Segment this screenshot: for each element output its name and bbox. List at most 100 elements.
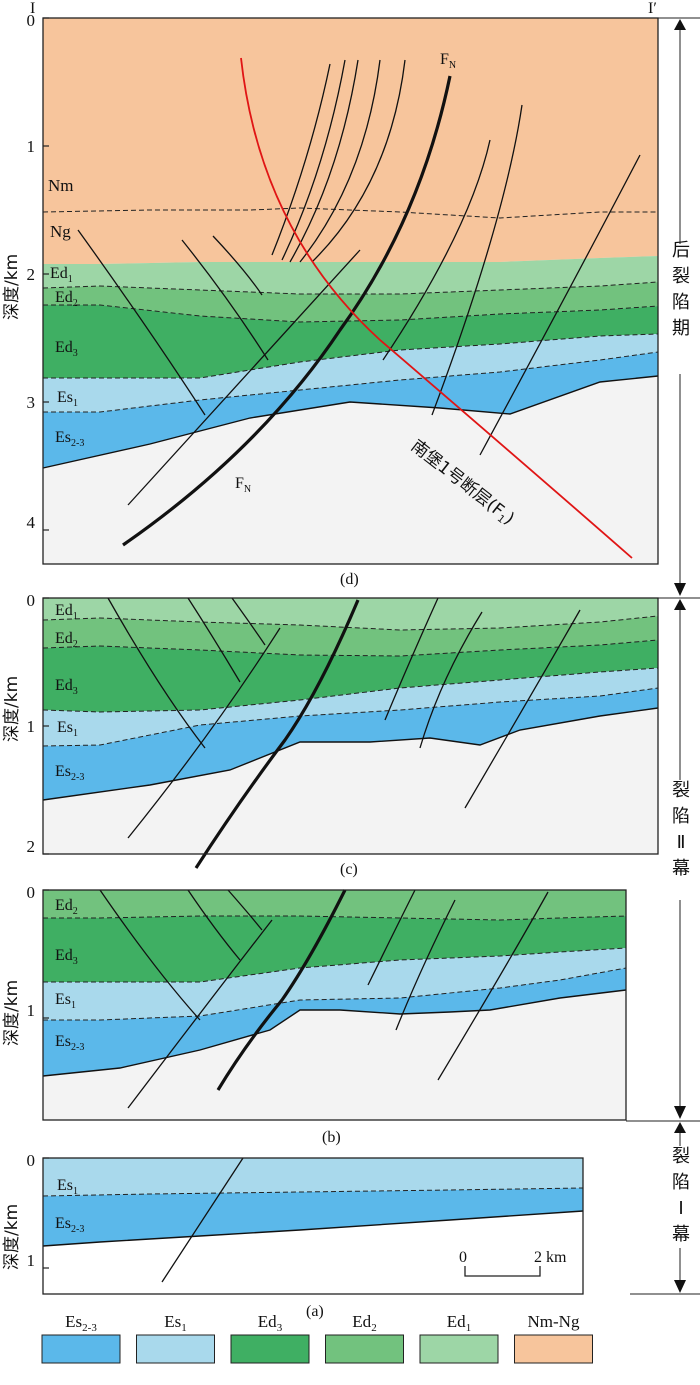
panel-a-ylabel: 深度/km bbox=[2, 1204, 22, 1270]
panel-d-layer-label-ng: Ng bbox=[50, 222, 71, 241]
panel-b-ylabel: 深度/km bbox=[2, 980, 22, 1046]
panel-b-boundary-ed3 bbox=[43, 947, 627, 983]
panel-d-fault-label-fn-top: FN bbox=[440, 51, 456, 71]
depth-tick-label: 2 bbox=[27, 837, 36, 856]
panel-c-basement-top bbox=[42, 707, 659, 801]
panel-b-layer-es23 bbox=[43, 968, 626, 1076]
panel-b: 0 1 Ed2 Ed3 Es1 Es2-3 (b) bbox=[27, 883, 627, 1146]
panel-c-fault bbox=[384, 597, 439, 721]
panel-d-frame bbox=[42, 17, 659, 565]
panel-b-layer-label-ed3: Ed3 bbox=[55, 947, 78, 967]
panel-d-layer-label-ed2: Ed2 bbox=[55, 289, 78, 309]
panel-d-layer-label-es1: Es1 bbox=[57, 389, 78, 409]
depth-tick-label: 0 bbox=[27, 1151, 36, 1170]
panel-c-layer-label-es23: Es2-3 bbox=[55, 763, 84, 783]
panel-b-fault bbox=[367, 889, 416, 986]
panel-c-ylabel: 深度/km bbox=[2, 676, 22, 742]
scale-bar-end: 2 km bbox=[534, 1249, 567, 1266]
depth-tick-label: 1 bbox=[27, 1001, 36, 1020]
legend-swatch bbox=[230, 1334, 310, 1364]
panel-c-layer-es23 bbox=[43, 688, 658, 800]
legend-label: Ed2 bbox=[352, 1312, 376, 1334]
panel-d-fault bbox=[311, 59, 406, 263]
panel-d-layer-es23 bbox=[43, 352, 658, 468]
legend-swatch bbox=[419, 1334, 499, 1364]
panel-d-fault bbox=[299, 59, 381, 263]
panel-d-fault bbox=[212, 235, 263, 296]
panel-d-fault bbox=[271, 63, 331, 256]
legend-swatch bbox=[41, 1334, 121, 1364]
panel-c: 0 1 2 Ed1 Ed2 Ed3 Es1 Es2-3 (c) bbox=[27, 591, 659, 878]
panel-c-fault bbox=[464, 609, 581, 809]
panel-d-fault bbox=[181, 239, 269, 361]
panel-d-layer-es1 bbox=[43, 334, 658, 412]
panel-b-layer-es1 bbox=[43, 948, 626, 1020]
panel-b-layer-label-ed2: Ed2 bbox=[55, 897, 78, 917]
timeline-arrowhead bbox=[674, 1122, 686, 1133]
panel-c-fault bbox=[231, 597, 266, 646]
panel-c-fault-fn bbox=[194, 599, 360, 869]
depth-tick-label: 4 bbox=[27, 513, 36, 532]
panel-d-fault bbox=[289, 59, 359, 263]
panel-a-caption: (a) bbox=[306, 1303, 324, 1320]
panel-c-fault bbox=[107, 597, 206, 749]
panel-c-layer-es1 bbox=[43, 668, 658, 746]
panel-a-layer-es1 bbox=[43, 1158, 583, 1196]
panel-b-fault bbox=[437, 891, 549, 1081]
panel-d-fault bbox=[431, 104, 523, 416]
panel-d-layer-label-ed1: Ed1 bbox=[50, 265, 73, 285]
panel-d-fault-fn bbox=[122, 75, 452, 547]
panel-d-fault-label-fn-bottom: FN bbox=[235, 475, 251, 495]
panel-d-layer-label-ed3: Ed3 bbox=[55, 339, 78, 359]
timeline-arrowhead bbox=[674, 1280, 686, 1293]
panel-c-layer-ed2 bbox=[43, 616, 658, 656]
panel-b-basement-top bbox=[42, 989, 627, 1077]
section-end-label: I′ bbox=[648, 0, 657, 17]
panel-d-basement-top bbox=[42, 375, 659, 469]
depth-tick-label: 1 bbox=[27, 1251, 36, 1270]
panel-b-fault bbox=[127, 919, 273, 1109]
panel-c-fault bbox=[127, 627, 281, 839]
panel-d-boundary-ed2 bbox=[43, 304, 659, 323]
panel-d-fault bbox=[77, 229, 206, 416]
panel-b-boundary-ed2 bbox=[43, 915, 627, 921]
panel-c-layer-ed3 bbox=[43, 640, 658, 712]
panel-b-fault bbox=[227, 889, 263, 931]
panel-d-layer-label-nm: Nm bbox=[48, 176, 74, 195]
panel-d-boundary-nm-ng bbox=[42, 207, 658, 219]
depth-tick-label: 2 bbox=[27, 265, 36, 284]
panel-b-caption: (b) bbox=[322, 1129, 341, 1146]
panel-c-boundary-es1 bbox=[42, 687, 659, 747]
legend-label: Es1 bbox=[164, 1312, 187, 1334]
section-start-label: I bbox=[30, 0, 35, 17]
panel-b-fault bbox=[395, 899, 456, 1031]
panel-d-caption: (d) bbox=[340, 571, 359, 588]
panel-c-layer-label-ed3: Ed3 bbox=[55, 677, 78, 697]
panel-a-frame bbox=[42, 1157, 584, 1295]
timeline-arrowhead bbox=[674, 599, 686, 610]
legend-label: Es2-3 bbox=[65, 1312, 97, 1334]
panel-d-layer-ed3 bbox=[43, 305, 658, 378]
timeline-arrowhead bbox=[674, 19, 686, 30]
legend-swatch bbox=[514, 1334, 593, 1364]
panel-d-ylabel: 深度/km bbox=[2, 254, 22, 320]
panel-b-fault bbox=[187, 889, 241, 961]
panel-b-layer-ed3 bbox=[43, 916, 626, 982]
depth-tick-label: 0 bbox=[27, 883, 36, 902]
panel-b-layer-label-es1: Es1 bbox=[55, 991, 76, 1011]
panel-c-boundary-ed3 bbox=[42, 667, 659, 713]
panel-b-layer-label-es23: Es2-3 bbox=[55, 1033, 84, 1053]
panel-a-layer-label-es1: Es1 bbox=[57, 1177, 78, 1197]
panel-b-boundary-es1 bbox=[43, 967, 627, 1021]
panel-c-layer-label-es1: Es1 bbox=[57, 719, 78, 739]
legend-swatch bbox=[325, 1334, 404, 1364]
panel-c-fault bbox=[187, 597, 241, 683]
legend-label: Ed1 bbox=[447, 1312, 471, 1334]
depth-tick-label: 1 bbox=[27, 137, 36, 156]
panel-a: 0 1 Es1 Es2-3 0 2 km (a) bbox=[27, 1151, 584, 1320]
depth-tick-label: 3 bbox=[27, 393, 36, 412]
stage-label-rift1: 裂陷 Ⅰ 幕 bbox=[672, 1146, 690, 1245]
stage-label-post: 后裂陷期 bbox=[672, 240, 690, 339]
